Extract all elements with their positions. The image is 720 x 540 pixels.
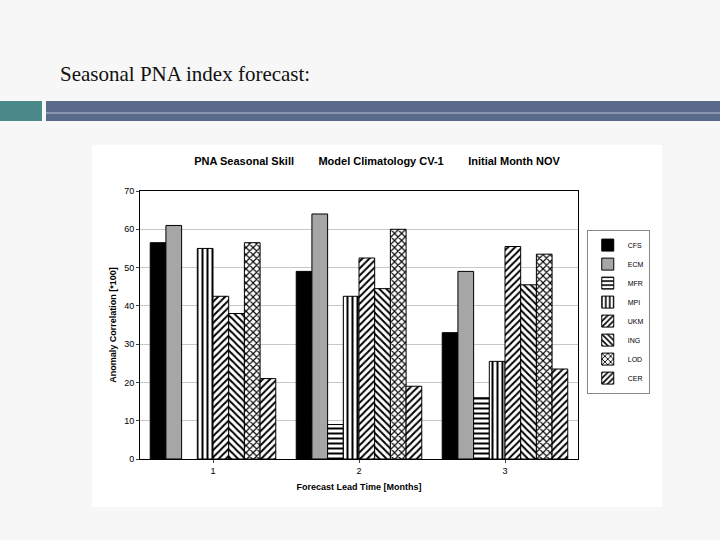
- svg-text:UKM: UKM: [628, 318, 644, 325]
- html-text:Seasonal PNA index forecast:: Seasonal PNA index forecast:: [60, 62, 311, 86]
- svg-text:PNA Seasonal Skill Mode: PNA Seasonal Skill Model Climatology CV-…: [194, 155, 560, 167]
- svg-text:MPI: MPI: [628, 299, 641, 306]
- svg-text:40: 40: [124, 301, 134, 311]
- svg-text:LOD: LOD: [628, 356, 642, 363]
- svg-text:60: 60: [124, 224, 134, 234]
- svg-text:0: 0: [129, 454, 134, 464]
- svg-text:1: 1: [210, 466, 215, 476]
- svg-text:MFR: MFR: [628, 280, 643, 287]
- svg-text:ING: ING: [628, 337, 640, 344]
- svg-text:ECM: ECM: [628, 261, 644, 268]
- svg-text:2: 2: [356, 466, 361, 476]
- svg-text:30: 30: [124, 339, 134, 349]
- svg-text:50: 50: [124, 263, 134, 273]
- svg-text:3: 3: [502, 466, 507, 476]
- svg-text:20: 20: [124, 378, 134, 388]
- svg-text:CER: CER: [628, 375, 643, 382]
- svg-text:CFS: CFS: [628, 242, 642, 249]
- svg-text:Anomaly Correlation [*100]: Anomaly Correlation [*100]: [108, 267, 118, 383]
- svg-text:10: 10: [124, 416, 134, 426]
- svg-text:70: 70: [124, 186, 134, 196]
- svg-text:Forecast Lead Time [Months]: Forecast Lead Time [Months]: [297, 482, 422, 492]
